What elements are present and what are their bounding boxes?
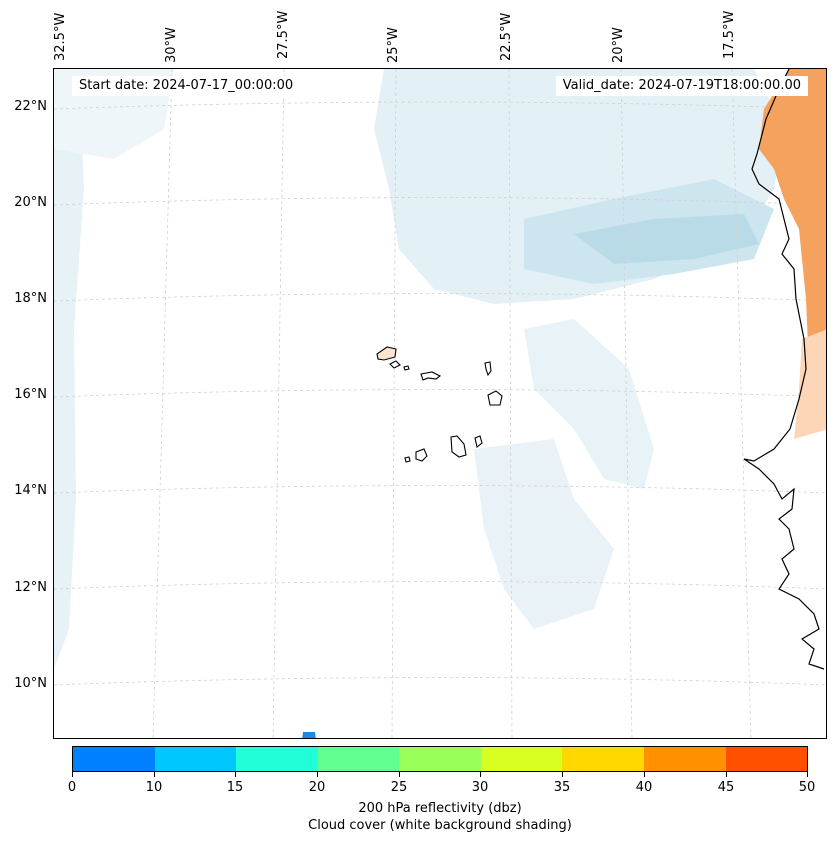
latitude-label: 22°N xyxy=(14,99,47,114)
meridian-17-5w xyxy=(731,69,752,738)
colorbar-tick-label: 20 xyxy=(308,780,326,795)
island-maio xyxy=(474,435,483,448)
island-sao-vicente xyxy=(389,360,401,369)
valid-date-label: Valid_date: 2024-07-19T18:00:00.00 xyxy=(555,76,808,96)
cloud-region-dense xyxy=(574,214,759,264)
colorbar-tick xyxy=(154,772,155,777)
reflectivity-blip-bottom xyxy=(302,732,316,738)
island-santiago xyxy=(450,435,467,458)
colorbar-segment xyxy=(73,747,155,771)
meridian-27-5w xyxy=(272,69,285,738)
colorbar-tick-label: 0 xyxy=(67,780,77,795)
colorbar-tick-label: 30 xyxy=(471,780,489,795)
cloud-region-central xyxy=(524,319,654,489)
longitude-label: 25°W xyxy=(386,27,401,63)
colorbar-tick xyxy=(317,772,318,777)
colorbar-tick xyxy=(644,772,645,777)
colorbar-tick xyxy=(399,772,400,777)
colorbar-tick-label: 40 xyxy=(635,780,653,795)
coast-africa xyxy=(743,69,825,670)
meridian-30w xyxy=(152,69,173,738)
latitude-label: 18°N xyxy=(14,291,47,306)
colorbar-segment xyxy=(643,747,726,771)
cloud-region-west-strip xyxy=(54,69,84,669)
colorbar-segment xyxy=(562,747,644,771)
parallel-22n xyxy=(54,101,826,110)
cloud-cover-shading xyxy=(54,69,784,669)
longitude-label: 22.5°W xyxy=(499,12,514,61)
colorbar-segment xyxy=(236,747,318,771)
latitude-label: 14°N xyxy=(14,483,47,498)
island-brava xyxy=(404,456,411,463)
reflectivity-sahara xyxy=(759,69,826,369)
coastlines xyxy=(743,69,825,670)
colorbar-title: 200 hPa reflectivity (dbz) xyxy=(358,801,522,816)
parallel-10n xyxy=(54,677,826,686)
island-sal xyxy=(484,361,492,377)
island-santo-antao xyxy=(376,346,397,361)
island-fogo xyxy=(415,448,428,462)
parallel-12n xyxy=(54,581,826,590)
land-reflectivity-shading xyxy=(759,69,826,439)
island-sao-nicolau xyxy=(420,371,442,381)
colorbar-subtitle: Cloud cover (white background shading) xyxy=(308,818,572,833)
meridian-22-5w xyxy=(508,69,513,738)
parallel-16n xyxy=(54,389,826,398)
longitude-label: 20°W xyxy=(611,27,626,63)
colorbar-tick-label: 10 xyxy=(145,780,163,795)
latitude-label: 10°N xyxy=(14,676,47,691)
latitude-label: 12°N xyxy=(14,580,47,595)
longitude-label: 32.5°W xyxy=(53,12,68,61)
colorbar-tick-label: 35 xyxy=(553,780,571,795)
meridian-20w xyxy=(620,69,633,738)
colorbar-tick xyxy=(235,772,236,777)
map-panel[interactable] xyxy=(53,68,827,739)
cape-verde-islands xyxy=(376,346,503,463)
colorbar-segment xyxy=(480,747,563,771)
latitude-label: 20°N xyxy=(14,195,47,210)
colorbar-tick-label: 15 xyxy=(226,780,244,795)
colorbar-segment xyxy=(154,747,237,771)
longitude-label: 30°W xyxy=(164,27,179,63)
map-canvas xyxy=(54,69,826,738)
longitude-label: 17.5°W xyxy=(722,10,737,59)
colorbar-tick-label: 45 xyxy=(717,780,735,795)
reflectivity-colorbar xyxy=(72,746,808,772)
start-date-label: Start date: 2024-07-17_00:00:00 xyxy=(72,76,301,96)
colorbar-segment xyxy=(317,747,400,771)
island-boa-vista xyxy=(487,390,503,406)
colorbar-segment xyxy=(399,747,481,771)
meridian-25w xyxy=(391,69,397,738)
colorbar-tick xyxy=(726,772,727,777)
colorbar-tick xyxy=(562,772,563,777)
colorbar-tick xyxy=(807,772,808,777)
island-santa-luzia xyxy=(403,365,410,371)
parallel-20n xyxy=(54,197,826,206)
colorbar-tick-label: 25 xyxy=(390,780,408,795)
parallel-14n xyxy=(54,485,826,494)
colorbar-segment xyxy=(725,747,808,771)
colorbar-tick xyxy=(72,772,73,777)
longitude-label: 27.5°W xyxy=(276,10,291,59)
colorbar-tick-label: 50 xyxy=(798,780,816,795)
graticule xyxy=(54,69,826,738)
parallel-18n xyxy=(54,293,826,302)
latitude-label: 16°N xyxy=(14,387,47,402)
reflectivity-mauritania-coast xyxy=(794,329,826,439)
cloud-region-south xyxy=(474,439,614,629)
colorbar-tick xyxy=(480,772,481,777)
